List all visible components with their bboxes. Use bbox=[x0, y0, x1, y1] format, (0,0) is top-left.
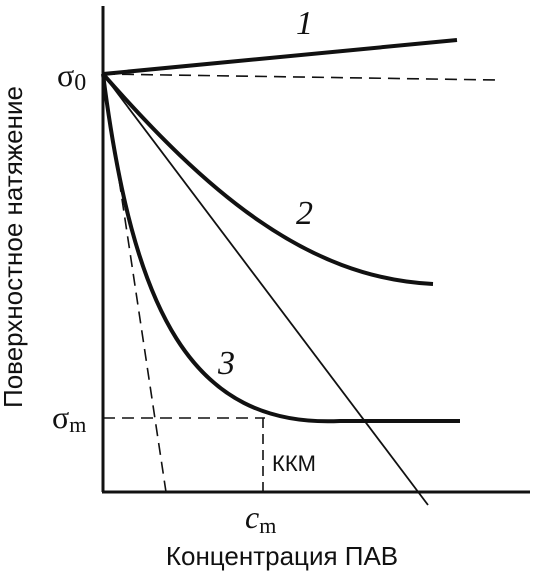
sigma0-base: σ bbox=[57, 57, 74, 93]
x-axis-title: Концентрация ПАВ bbox=[166, 541, 398, 571]
curve-2 bbox=[101, 72, 434, 286]
cm-base: c bbox=[245, 499, 259, 535]
tangent-line-curve-2 bbox=[102, 73, 429, 506]
curve-1-label: 1 bbox=[296, 5, 313, 42]
cm-label: cm bbox=[245, 499, 276, 538]
curve-1 bbox=[102, 38, 458, 76]
sigma0-label: σ0 bbox=[57, 57, 86, 96]
y-axis-title: Поверхностное натяжение bbox=[0, 86, 28, 408]
sigmam-sub: m bbox=[69, 412, 86, 437]
sigmam-label: σm bbox=[52, 399, 86, 437]
curve-3 bbox=[101, 73, 460, 424]
curve-2-label: 2 bbox=[296, 195, 313, 232]
curve-3-label: 3 bbox=[217, 345, 235, 382]
sigma0-dashed-line bbox=[102, 73, 497, 81]
cm-sub: m bbox=[259, 513, 276, 538]
kkm-label: ККМ bbox=[272, 451, 316, 476]
sigmam-base: σ bbox=[52, 399, 69, 435]
sigma0-sub: 0 bbox=[74, 70, 86, 96]
